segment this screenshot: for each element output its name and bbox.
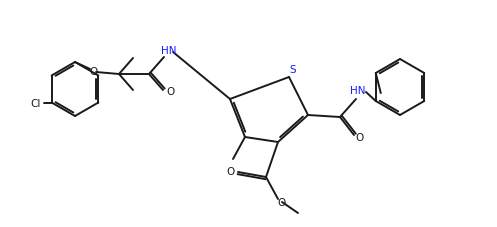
Text: O: O bbox=[166, 87, 174, 96]
Text: HN: HN bbox=[161, 46, 177, 56]
Text: O: O bbox=[356, 132, 364, 142]
Text: Cl: Cl bbox=[30, 98, 41, 108]
Text: HN: HN bbox=[350, 86, 366, 96]
Text: O: O bbox=[226, 166, 234, 176]
Text: O: O bbox=[89, 67, 97, 77]
Text: O: O bbox=[278, 197, 286, 207]
Text: S: S bbox=[290, 65, 296, 75]
